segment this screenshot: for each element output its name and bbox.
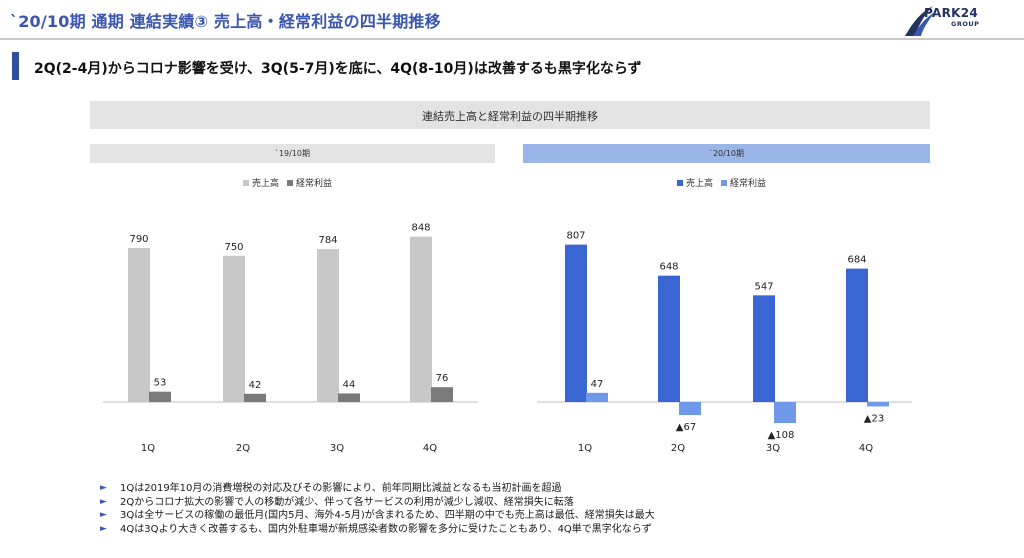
legend-label-profit-fy20: 経常利益 <box>730 179 767 189</box>
sales-bar-fy20-2q <box>658 275 680 402</box>
legend-fy20: 売上高 経常利益 <box>677 176 766 189</box>
headline: 2Q(2-4月)からコロナ影響を受け、3Q(5-7月)を底に、4Q(8-10月)… <box>34 61 642 77</box>
legend-item-sales-fy19: 売上高 <box>243 176 279 189</box>
category-label-fy20-2q: 2Q <box>671 443 685 454</box>
bullet-triangle-icon: ► <box>100 523 107 534</box>
logo-subtext: GROUP <box>951 20 980 28</box>
profit-value-label-fy20-3q: ▲108 <box>768 430 795 441</box>
logo-text: PARK24 <box>924 6 979 20</box>
profit-value-label-fy19-2q: 42 <box>249 380 262 391</box>
category-label-fy20-4q: 4Q <box>859 443 873 454</box>
note-text: 4Qは3Qより大きく改善するも、国内外駐車場が新規感染者数の影響を多分に受けたこ… <box>120 523 652 535</box>
category-label-fy19-1q: 1Q <box>141 443 155 454</box>
sales-value-label-fy20-4q: 684 <box>847 255 866 266</box>
profit-bar-fy19-4q <box>431 387 453 402</box>
sales-bar-fy20-3q <box>753 295 775 402</box>
note-text: 2Qからコロナ拡大の影響で人の移動が減少、伴って各サービスの利用が減少し減収、経… <box>120 496 574 508</box>
profit-bar-fy20-3q <box>774 402 796 424</box>
category-label-fy20-3q: 3Q <box>766 443 780 454</box>
sales-value-label-fy19-4q: 848 <box>411 223 430 234</box>
profit-bar-fy20-1q <box>586 392 608 402</box>
legend-item-profit-fy20: 経常利益 <box>721 176 766 189</box>
legend-label-profit-fy19: 経常利益 <box>296 179 333 189</box>
legend-swatch-profit-fy19 <box>287 179 294 186</box>
profit-bar-fy19-3q <box>338 393 360 402</box>
legend-item-profit-fy19: 経常利益 <box>287 176 332 189</box>
bullet-triangle-icon: ► <box>100 510 107 520</box>
park24-logo <box>905 6 935 36</box>
chart-title-box: 連結売上高と経常利益の四半期推移 <box>90 101 930 129</box>
panel-label-bar-fy19: `19/10期 <box>90 144 495 163</box>
sales-value-label-fy19-3q: 784 <box>318 235 337 246</box>
legend-item-sales-fy20: 売上高 <box>677 176 713 189</box>
sales-bar-fy20-1q <box>565 244 587 402</box>
sales-bar-fy19-4q <box>410 236 432 402</box>
note-text: 3Qは全サービスの稼働の最低月(国内5月、海外4-5月)が含まれるため、四半期の… <box>120 510 655 521</box>
legend-swatch-sales-fy19 <box>243 179 249 186</box>
profit-value-label-fy19-1q: 53 <box>154 378 167 389</box>
profit-bar-fy19-1q <box>149 391 171 402</box>
legend-swatch-sales-fy20 <box>677 179 683 186</box>
legend-label-sales-fy20: 売上高 <box>686 179 714 189</box>
headline-accent-bar <box>12 52 19 80</box>
category-label-fy19-4q: 4Q <box>423 443 437 454</box>
category-label-fy19-3q: 3Q <box>330 443 344 454</box>
bullet-triangle-icon: ► <box>100 496 107 507</box>
profit-value-label-fy19-3q: 44 <box>343 379 356 390</box>
category-label-fy20-1q: 1Q <box>578 443 592 454</box>
profit-value-label-fy20-2q: ▲67 <box>676 422 696 433</box>
profit-value-label-fy20-4q: ▲23 <box>864 413 884 424</box>
sales-bar-fy20-4q <box>846 268 868 402</box>
chart-title: 連結売上高と経常利益の四半期推移 <box>422 110 598 123</box>
note-item: ► 1Qは2019年10月の消費増税の対応及びその影響により、前年同期比減益となる… <box>100 482 655 496</box>
page-title: `20/10期 通期 連結実績③ 売上高・経常利益の四半期推移 <box>10 12 441 31</box>
profit-bar-fy20-4q <box>867 402 889 407</box>
bullet-triangle-icon: ► <box>100 483 107 493</box>
panel-label-bar-fy20: `20/10期 <box>523 144 930 163</box>
profit-bar-fy19-2q <box>244 393 266 402</box>
note-text: 1Qは2019年10月の消費増税の対応及びその影響により、前年同期比減益となるも… <box>120 483 562 494</box>
sales-value-label-fy19-2q: 750 <box>224 242 243 253</box>
legend-swatch-profit-fy20 <box>721 179 728 186</box>
sales-bar-fy19-1q <box>128 247 150 402</box>
category-label-fy19-2q: 2Q <box>236 443 250 454</box>
note-item: ► 2Qからコロナ拡大の影響で人の移動が減少、伴って各サービスの利用が減少し減収、… <box>100 496 655 510</box>
legend-fy19: 売上高 経常利益 <box>243 176 332 189</box>
sales-value-label-fy20-3q: 547 <box>754 281 773 292</box>
profit-bar-fy20-2q <box>679 402 701 416</box>
profit-value-label-fy19-4q: 76 <box>436 373 449 384</box>
notes-list: ► 1Qは2019年10月の消費増税の対応及びその影響により、前年同期比減益となる… <box>100 482 655 536</box>
note-item: ► 3Qは全サービスの稼働の最低月(国内5月、海外4-5月)が含まれるため、四半期… <box>100 509 655 523</box>
sales-value-label-fy20-1q: 807 <box>566 231 585 242</box>
sales-bar-fy19-2q <box>223 255 245 402</box>
panel-label-fy19: `19/10期 <box>274 149 311 158</box>
legend-label-sales-fy19: 売上高 <box>252 179 280 189</box>
sales-value-label-fy20-2q: 648 <box>659 262 678 273</box>
sales-value-label-fy19-1q: 790 <box>129 234 148 245</box>
profit-value-label-fy20-1q: 47 <box>591 379 604 390</box>
note-item: ► 4Qは3Qより大きく改善するも、国内外駐車場が新規感染者数の影響を多分に受けた… <box>100 523 655 537</box>
sales-bar-fy19-3q <box>317 249 339 402</box>
panel-label-fy20: `20/10期 <box>708 149 745 158</box>
header-divider <box>0 38 1024 40</box>
